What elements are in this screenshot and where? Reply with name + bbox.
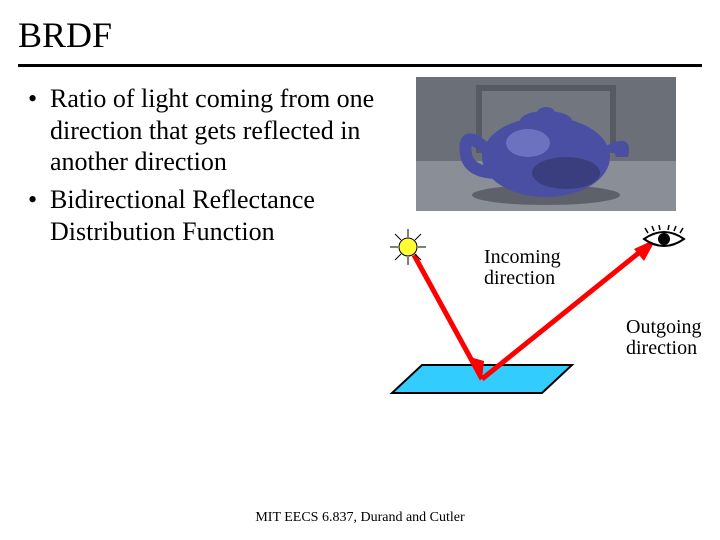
- bullet-column: Ratio of light coming from one direction…: [28, 83, 378, 443]
- sun-icon: [390, 229, 426, 265]
- eye-icon: [644, 225, 684, 246]
- outgoing-label: Outgoingdirection: [626, 317, 702, 359]
- incoming-label: Incomingdirection: [484, 247, 561, 289]
- brdf-diagram: Incomingdirection Outgoingdirection: [372, 225, 712, 425]
- bullet-item: Ratio of light coming from one direction…: [28, 83, 378, 178]
- bullet-item: Bidirectional Reflectance Distribution F…: [28, 184, 378, 247]
- footer-text: MIT EECS 6.837, Durand and Cutler: [0, 510, 720, 526]
- page-title: BRDF: [0, 0, 720, 64]
- bullet-list: Ratio of light coming from one direction…: [28, 83, 378, 248]
- content-row: Ratio of light coming from one direction…: [0, 67, 720, 443]
- figure-column: Incomingdirection Outgoingdirection: [378, 83, 708, 443]
- teapot-render: [416, 77, 676, 211]
- incoming-ray: [414, 255, 482, 379]
